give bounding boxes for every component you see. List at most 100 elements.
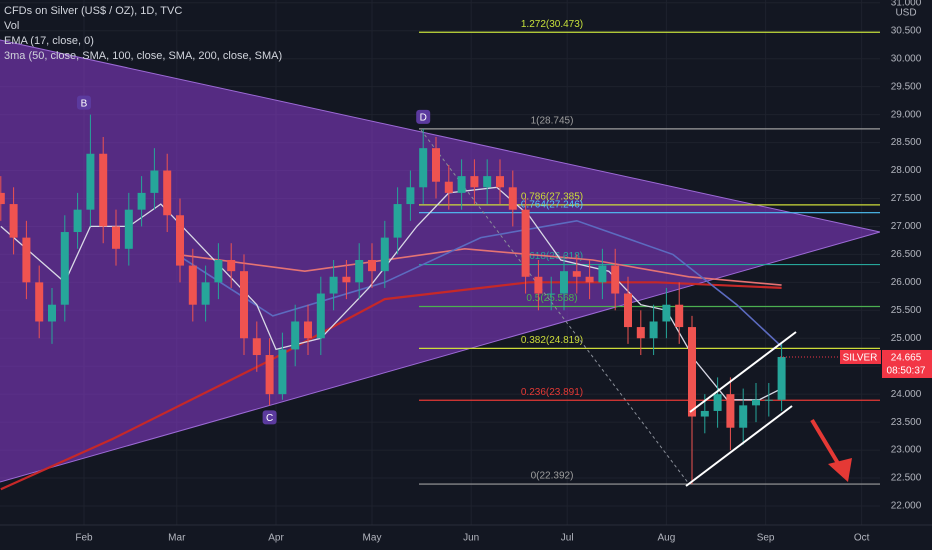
badge-countdown: 08:50:37 (887, 366, 926, 377)
triangle-edge (0, 39, 881, 233)
triangle-edge (0, 231, 881, 483)
candle-body (675, 304, 684, 328)
candle-body (521, 209, 530, 277)
point-label: D (420, 113, 427, 124)
candle-body (368, 259, 376, 272)
candle-body (124, 209, 133, 249)
candle-body (444, 181, 453, 193)
channel-line (685, 405, 793, 487)
trend-dashed (420, 129, 690, 485)
candle-body (278, 349, 287, 395)
candle-body (457, 176, 466, 193)
x-tick-label: Mar (168, 533, 186, 544)
y-tick-label: 28.500 (891, 137, 922, 148)
candle-body (0, 192, 5, 205)
price-badge: SILVER 24.665 08:50:37 (780, 349, 932, 378)
x-tick-label: Sep (757, 533, 775, 544)
y-tick-label: 29.000 (891, 109, 922, 120)
y-tick-label: 22.000 (891, 501, 922, 512)
candle-body (380, 237, 389, 272)
candle-body (534, 276, 543, 294)
candle-body (329, 276, 338, 294)
fib-label: 1(28.745) (531, 116, 574, 127)
candle-body (508, 187, 517, 210)
candle-body (265, 355, 274, 395)
candle-body (700, 410, 709, 417)
badge-name: SILVER (843, 353, 878, 364)
legend-line: EMA (17, close, 0) (4, 35, 94, 47)
point-badge (77, 95, 91, 110)
candle-body (188, 265, 197, 305)
fib-label: 0(22.392) (531, 471, 574, 482)
candle-body (483, 176, 492, 188)
candle-body (60, 232, 69, 305)
legend-line: Vol (4, 20, 19, 32)
candle-body (611, 265, 620, 294)
y-tick-label: 29.500 (891, 81, 922, 92)
candle-body (304, 321, 312, 339)
badge-value-bg (882, 349, 932, 378)
price-axis-bg (880, 0, 932, 550)
candle-body (777, 356, 786, 400)
point-label: C (266, 413, 273, 424)
candle-body (316, 293, 325, 339)
x-tick-label: Feb (75, 533, 93, 544)
candle-body (432, 148, 440, 182)
y-tick-label: 25.000 (891, 333, 922, 344)
candle-body (419, 148, 428, 188)
candle-body (252, 338, 261, 356)
candle-body (688, 327, 696, 417)
candle-body (636, 327, 645, 339)
fib-label: 0.786(27.385) (521, 192, 583, 203)
arrow-shaft (810, 418, 844, 472)
candle-body (560, 271, 568, 294)
point-label: B (81, 98, 88, 109)
fib-label: 0.5(25.568) (526, 293, 577, 304)
candle-body (624, 293, 632, 328)
candle-body (22, 237, 31, 283)
y-tick-label: 30.500 (891, 25, 922, 36)
point-badge (262, 410, 277, 425)
candle-body (713, 394, 722, 411)
candle-body (227, 259, 236, 272)
point-badge (416, 109, 431, 124)
chart-title: CFDs on Silver (US$ / OZ), 1D, TVC (4, 5, 182, 17)
candle-body (662, 304, 671, 322)
fib-label: 0.764(27.246) (521, 199, 583, 210)
candle-body (572, 271, 581, 277)
candle-body (342, 276, 351, 283)
legend: CFDs on Silver (US$ / OZ), 1D, TVC Vol E… (4, 5, 282, 62)
x-tick-label: Apr (268, 533, 284, 544)
candle-body (214, 259, 223, 283)
point-labels: B C D (77, 95, 431, 425)
y-tick-label: 22.500 (891, 473, 922, 484)
candle-body (291, 321, 300, 350)
candle-body (73, 209, 82, 233)
candle-body (598, 265, 607, 283)
x-tick-label: Aug (658, 533, 676, 544)
x-tick-label: Oct (854, 533, 870, 544)
y-tick-label: 23.500 (891, 417, 922, 428)
candle-body (137, 192, 146, 210)
y-tick-label: 23.000 (891, 445, 922, 456)
candle-body (48, 304, 56, 322)
y-tick-label: 26.000 (891, 277, 922, 288)
candle-body (86, 153, 95, 210)
candle-body (163, 170, 172, 216)
fib-label: 0.236(23.891) (521, 387, 583, 398)
arrow-head (828, 458, 852, 482)
y-tick-label: 30.000 (891, 53, 922, 64)
candle-body (585, 276, 594, 283)
x-tick-label: Jul (561, 533, 574, 544)
candles (0, 114, 786, 485)
candle-body (35, 282, 44, 322)
candle-body (355, 259, 364, 283)
candle-body (739, 405, 748, 428)
candle-body (752, 399, 760, 406)
ma-line (0, 186, 782, 401)
y-tick-label: 24.000 (891, 389, 922, 400)
ma-line (0, 281, 782, 491)
channel-line (689, 331, 797, 413)
fib-label: 0.382(24.819) (521, 335, 583, 346)
y-tick-label: 31.000 (891, 0, 922, 8)
